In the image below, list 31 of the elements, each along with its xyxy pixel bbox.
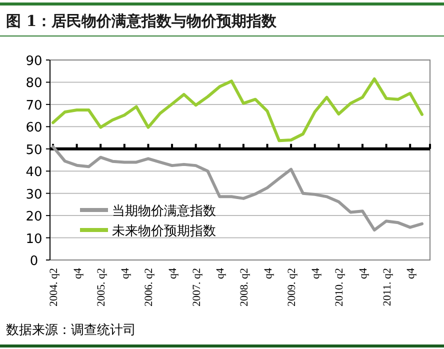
chart-title: 图 1：居民物价满意指数与物价预期指数 — [6, 12, 278, 30]
x-tick-label: q4 — [262, 268, 274, 279]
y-tick-label: 70 — [26, 98, 42, 114]
x-tick-label: 2011. q2 — [381, 268, 394, 306]
y-tick-label: 90 — [26, 54, 42, 69]
y-tick-label: 30 — [26, 187, 42, 202]
y-tick-label: 80 — [26, 76, 42, 92]
y-tick-label: 40 — [26, 165, 42, 180]
legend-label: 当期物价满意指数 — [112, 204, 216, 219]
source-note: 数据来源：调查统计司 — [6, 323, 136, 338]
x-tick-label: 2007. q2 — [190, 268, 203, 306]
x-tick-label: q4 — [405, 268, 418, 279]
y-tick-label: 60 — [26, 120, 42, 136]
x-tick-label: 2005. q2 — [96, 268, 108, 306]
x-tick-label: 2004. q2 — [48, 268, 60, 306]
x-tick-label: 2008. q2 — [238, 268, 250, 306]
x-tick-label: q4 — [310, 268, 322, 279]
y-tick-label: 50 — [26, 142, 42, 158]
x-tick-label: 2006. q2 — [143, 268, 156, 306]
x-tick-label: q4 — [72, 268, 84, 279]
y-tick-label: 10 — [26, 232, 42, 247]
x-tick-label: q4 — [357, 268, 370, 279]
x-tick-label: 2009. q2 — [286, 268, 298, 306]
line-series — [52, 77, 424, 142]
y-tick-label: 20 — [26, 210, 42, 225]
x-tick-label: q4 — [214, 268, 227, 279]
y-tick-label: 0 — [30, 254, 38, 269]
x-tick-label: 2010. q2 — [334, 268, 346, 306]
legend-label: 未来物价预期指数 — [112, 224, 216, 239]
x-tick-label: q4 — [119, 268, 132, 279]
x-tick-label: q4 — [167, 268, 180, 279]
